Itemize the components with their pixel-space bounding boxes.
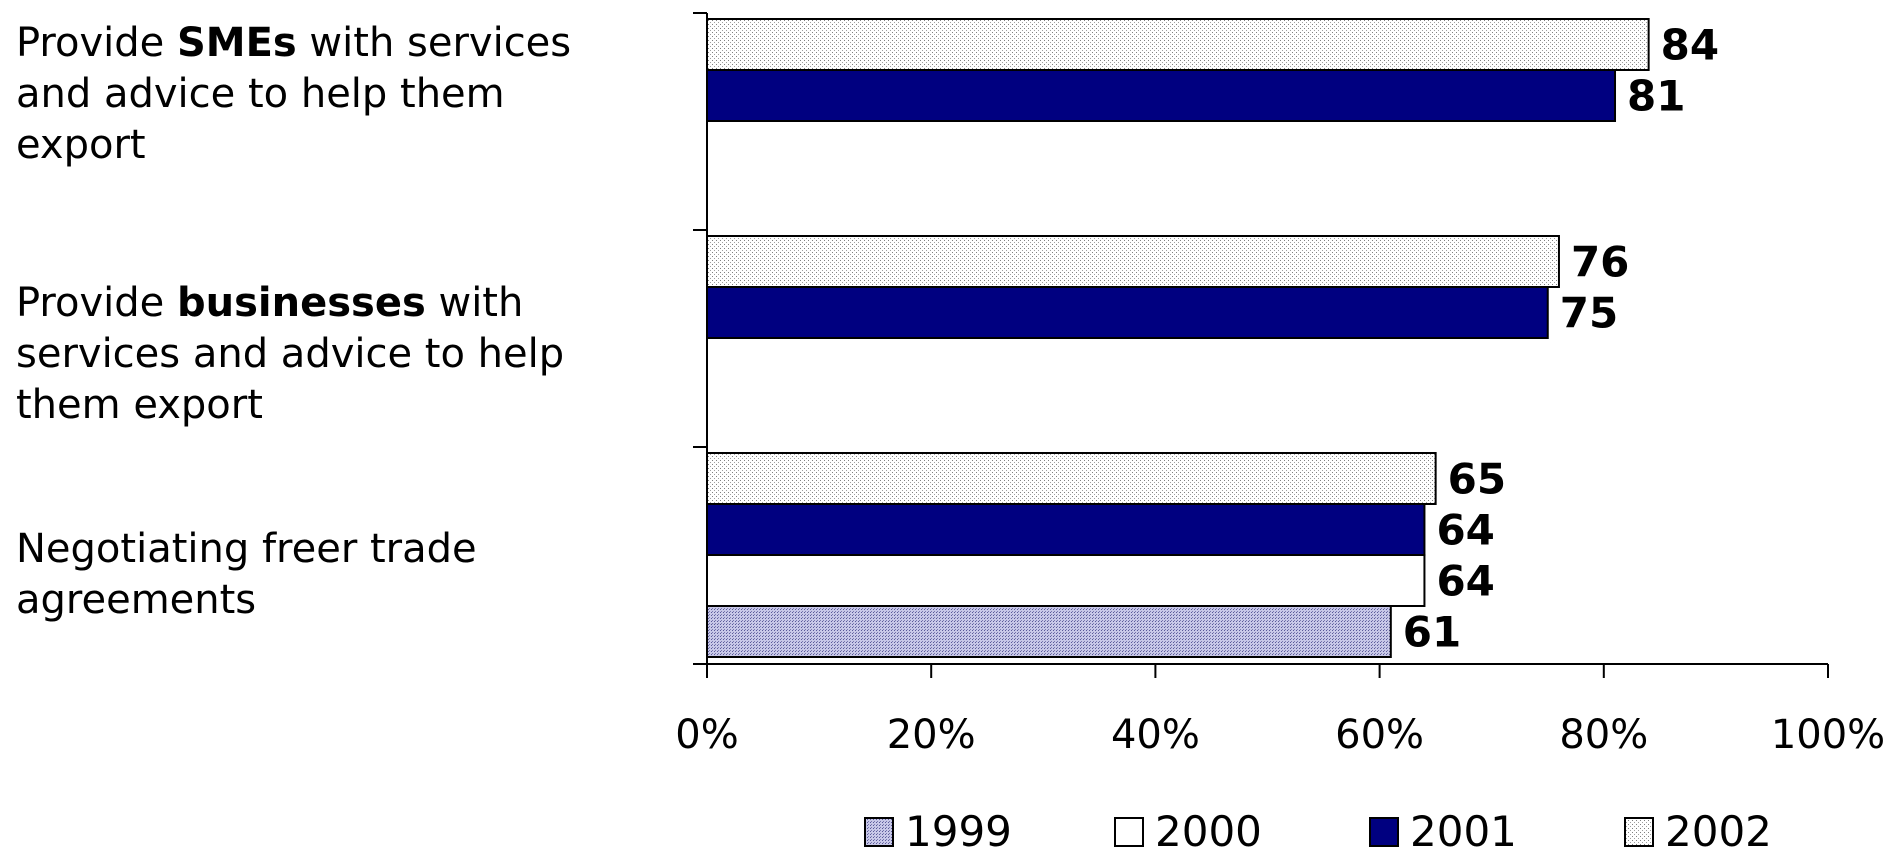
x-tick-label: 0% [675, 712, 738, 758]
legend-item-2001: 2001 [1369, 807, 1517, 850]
bar-2000 [706, 554, 1426, 607]
x-tick-label: 80% [1559, 712, 1648, 758]
bar-2002 [706, 452, 1437, 505]
legend-item-2000: 2000 [1114, 807, 1262, 850]
data-label: 76 [1571, 238, 1629, 287]
data-label: 64 [1436, 557, 1494, 606]
axes: 0% 20% 40% 60% 80% 100% [675, 12, 1885, 758]
data-label: 64 [1436, 506, 1494, 555]
legend-swatch [1369, 817, 1399, 847]
legend-label: 2001 [1410, 807, 1517, 850]
x-tick-label: 100% [1771, 712, 1885, 758]
legend-swatch [1624, 817, 1654, 847]
x-tick-label: 40% [1111, 712, 1200, 758]
bar-2001 [706, 286, 1549, 339]
data-label: 61 [1403, 608, 1461, 657]
category-label: Provide SMEs with services and advice to … [16, 20, 571, 168]
bar-1999 [706, 605, 1392, 658]
bar-2002 [706, 235, 1560, 288]
bar-2002 [706, 18, 1650, 71]
legend-label: 1999 [905, 807, 1012, 850]
category-label: Provide businesses with services and advi… [16, 280, 564, 428]
x-tick-label: 20% [887, 712, 976, 758]
legend-swatch [864, 817, 894, 847]
data-label: 84 [1661, 21, 1719, 70]
bar-2001 [706, 503, 1426, 556]
legend-item-2002: 2002 [1624, 807, 1772, 850]
data-label: 75 [1560, 289, 1618, 338]
data-label: 65 [1448, 455, 1506, 504]
data-label: 81 [1627, 72, 1685, 121]
bar-2001 [706, 69, 1617, 122]
category-label: Negotiating freer trade agreements [16, 526, 477, 623]
legend-label: 2000 [1155, 807, 1262, 850]
category-labels: Provide SMEs with services and advice to … [16, 20, 571, 623]
legend: 1999 2000 2001 2002 [864, 807, 1772, 850]
legend-label: 2002 [1665, 807, 1772, 850]
x-tick-label: 60% [1335, 712, 1424, 758]
legend-item-1999: 1999 [864, 807, 1012, 850]
legend-swatch [1114, 817, 1144, 847]
